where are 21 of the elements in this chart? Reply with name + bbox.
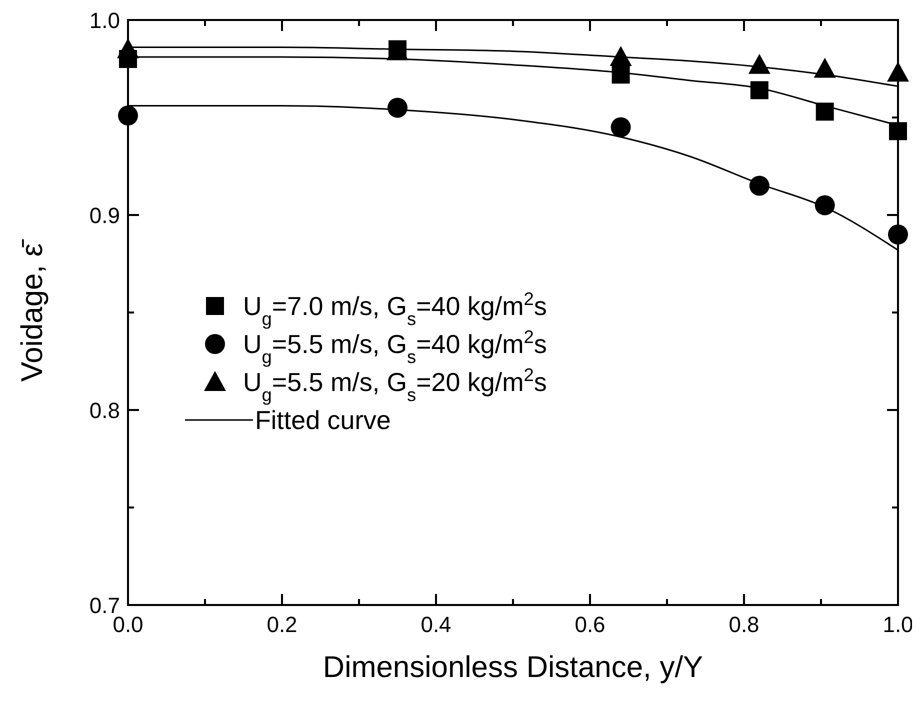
y-tick-label: 1.0	[89, 8, 120, 33]
y-tick-label: 0.8	[89, 398, 120, 423]
x-tick-label: 0.4	[420, 612, 452, 637]
x-tick-label: 0.6	[574, 612, 606, 637]
y-tick-label: 0.9	[89, 203, 120, 228]
x-tick-label: 0.8	[728, 612, 760, 637]
legend-label: Fitted curve	[255, 405, 391, 435]
point	[610, 46, 632, 66]
legend-label: U$_{g}$=7.0 m/s, G$_{s}$=40 kg/m$^{2}$s	[243, 289, 547, 329]
point	[388, 98, 408, 118]
y-axis-title: Voidage, ε̄	[16, 238, 49, 382]
point	[748, 54, 770, 74]
x-axis-title: Dimensionless Distance, y/Y	[322, 651, 704, 684]
point	[814, 58, 836, 78]
point	[816, 102, 834, 121]
point	[749, 176, 770, 196]
point	[610, 117, 631, 138]
x-tick-label: 0.2	[266, 612, 298, 637]
point	[814, 195, 835, 216]
point	[750, 81, 768, 100]
point	[612, 66, 630, 84]
